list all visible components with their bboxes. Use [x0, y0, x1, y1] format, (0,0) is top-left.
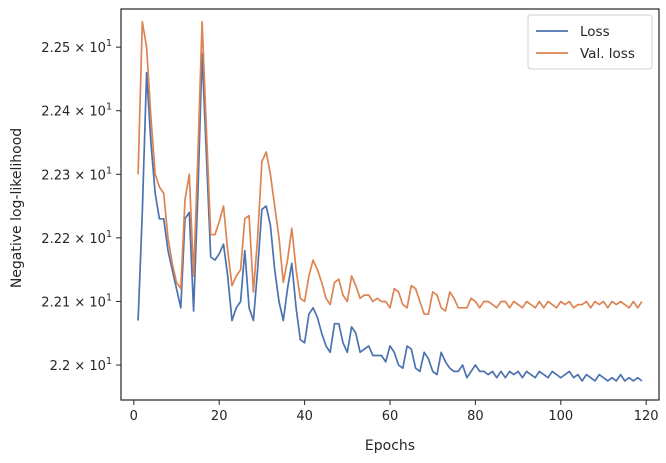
- x-tick-label: 20: [211, 409, 228, 424]
- x-tick-label: 0: [130, 409, 138, 424]
- x-tick-label: 100: [548, 409, 573, 424]
- y-tick-label: 2.22 × 101: [41, 229, 112, 247]
- series-line-loss: [137, 52, 643, 382]
- y-tick-label: 2.2 × 101: [50, 356, 112, 374]
- legend-label-val-loss: Val. loss: [580, 46, 635, 62]
- axis-ticks: 0 20 40 60 80 100 120 2.25 × 101 2.24 × 101 2.23 …: [41, 38, 658, 424]
- plot-frame: [120, 8, 660, 401]
- series-line-val-loss: [137, 20, 643, 316]
- x-tick-label: 60: [382, 409, 399, 424]
- legend-box: [527, 14, 653, 70]
- plot-area: [137, 20, 643, 382]
- legend-label-loss: Loss: [580, 24, 610, 40]
- y-tick-label: 2.24 × 101: [41, 102, 112, 120]
- y-tick-label: 2.25 × 101: [41, 38, 112, 56]
- x-tick-label: 40: [296, 409, 313, 424]
- y-axis-label: Negative log-likelihood: [9, 128, 25, 288]
- y-tick-label: 2.23 × 101: [41, 165, 112, 183]
- x-tick-label: 120: [634, 409, 659, 424]
- legend: Loss Val. loss: [527, 14, 653, 70]
- x-tick-label: 80: [467, 409, 484, 424]
- x-axis-label: Epochs: [365, 438, 415, 454]
- y-tick-label: 2.21 × 101: [41, 292, 112, 310]
